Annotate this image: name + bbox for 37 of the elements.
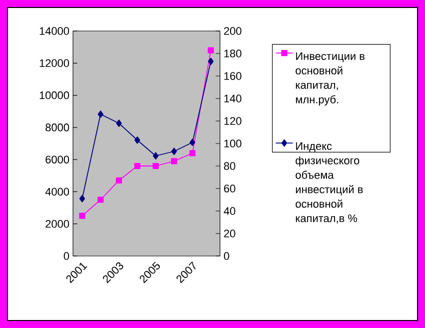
y-tick-label: 14000 — [40, 27, 70, 35]
y2-tick-label: 100 — [224, 140, 242, 148]
y-tick-label: 6000 — [46, 156, 70, 164]
point — [189, 150, 196, 156]
y2-tick-label: 80 — [224, 162, 236, 170]
point — [208, 47, 214, 54]
point — [190, 138, 196, 146]
point — [116, 120, 122, 127]
point — [98, 110, 104, 118]
y-tick-label: 8000 — [46, 124, 70, 132]
y2-tick-label: 60 — [224, 184, 236, 192]
y2-tick-label: 120 — [224, 117, 242, 125]
point — [116, 177, 122, 184]
point — [134, 136, 140, 144]
y2-tick-label: 20 — [224, 230, 236, 238]
point — [134, 162, 140, 170]
y-tick-label: 0 — [64, 252, 70, 260]
y2-tick-label: 200 — [224, 27, 242, 35]
legend-label: Индекс физического объема инвестиций в основной капитал,в % — [296, 142, 363, 224]
point — [79, 194, 86, 202]
point — [171, 158, 178, 164]
point — [152, 162, 159, 170]
y2-tick-label: 40 — [224, 207, 236, 215]
point — [79, 212, 86, 219]
point — [98, 196, 104, 203]
y-tick-label: 10000 — [40, 91, 70, 100]
y-tick-label: 4000 — [45, 188, 70, 196]
y-tick-label: 12000 — [40, 59, 70, 68]
y2-tick-label: 140 — [224, 94, 242, 102]
y2-tick-label: 180 — [224, 50, 242, 58]
y2-tick-label: 0 — [224, 252, 230, 260]
legend-label: Инвестиции в основной капитал, млн.руб. — [296, 52, 364, 106]
y2-tick-label: 160 — [224, 72, 242, 80]
point — [171, 148, 177, 156]
point — [208, 58, 214, 66]
point — [152, 152, 159, 160]
y-tick-label: 2000 — [46, 220, 70, 228]
